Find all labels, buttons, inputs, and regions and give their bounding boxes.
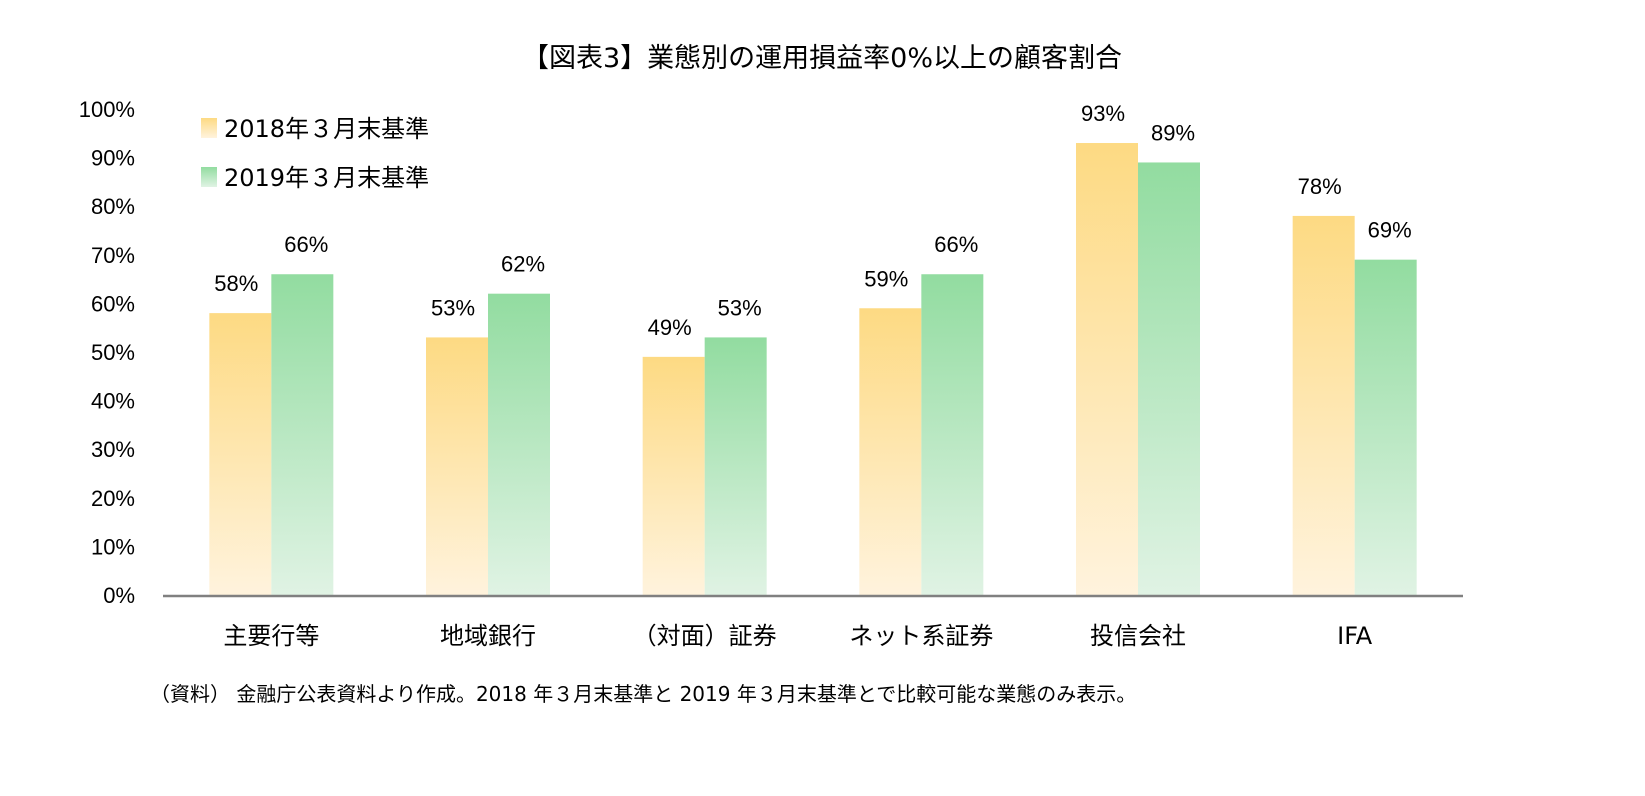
- x-category-label: IFA: [1337, 622, 1373, 650]
- data-label: 93%: [1081, 101, 1125, 126]
- legend-label-2019: 2019年３月末基準: [224, 164, 429, 192]
- data-label: 53%: [718, 295, 762, 320]
- bars: [209, 143, 1417, 596]
- bar-2018-5: [1292, 215, 1355, 596]
- legend: 2018年３月末基準 2019年３月末基準: [201, 115, 429, 192]
- y-tick-label: 100%: [79, 97, 135, 122]
- bar-2019-5: [1354, 259, 1417, 595]
- legend-swatch-2019: [201, 167, 217, 187]
- data-label: 62%: [501, 252, 545, 277]
- data-label: 69%: [1368, 218, 1412, 243]
- chart-title: 【図表3】業態別の運用損益率0%以上の顧客割合: [522, 43, 1122, 74]
- x-category-label: （対面）証券: [633, 622, 777, 650]
- bar-2018-3: [859, 308, 922, 595]
- bar-2019-3: [921, 274, 984, 595]
- y-tick-label: 30%: [91, 437, 135, 462]
- y-axis-ticks: 0% 10% 20% 30% 40% 50% 60% 70% 80% 90% 100%: [79, 97, 135, 608]
- bar-2019-4: [1138, 162, 1200, 595]
- bar-2018-2: [642, 356, 705, 595]
- y-tick-label: 80%: [91, 194, 135, 219]
- data-labels: 58% 66% 53% 62% 49% 53% 59% 66% 93% 89% 78% 69%: [214, 101, 1411, 340]
- y-tick-label: 0%: [103, 583, 135, 608]
- legend-swatch-2018: [201, 118, 217, 138]
- y-tick-label: 70%: [91, 243, 135, 268]
- source-note: （資料） 金融庁公表資料より作成。2018 年３月末基準と 2019 年３月末基…: [150, 682, 1136, 706]
- data-label: 66%: [284, 232, 328, 257]
- bar-2019-0: [271, 274, 334, 595]
- data-label: 53%: [431, 295, 475, 320]
- data-label: 59%: [864, 266, 908, 291]
- y-tick-label: 10%: [91, 534, 135, 559]
- data-label: 66%: [934, 232, 978, 257]
- data-label: 49%: [648, 315, 692, 340]
- y-tick-label: 40%: [91, 389, 135, 414]
- x-category-label: 主要行等: [223, 622, 319, 650]
- data-label: 89%: [1151, 120, 1195, 145]
- bar-2019-1: [488, 293, 550, 595]
- bar-2018-0: [209, 313, 272, 595]
- bar-2018-1: [426, 337, 488, 595]
- y-tick-label: 20%: [91, 486, 135, 511]
- bar-2019-2: [704, 337, 767, 595]
- x-category-label: ネット系証券: [849, 622, 993, 650]
- y-tick-label: 90%: [91, 146, 135, 171]
- y-tick-label: 50%: [91, 340, 135, 365]
- data-label: 78%: [1298, 174, 1342, 199]
- y-tick-label: 60%: [91, 291, 135, 316]
- bar-2018-4: [1076, 143, 1138, 595]
- legend-label-2018: 2018年３月末基準: [224, 115, 429, 143]
- x-category-label: 投信会社: [1090, 622, 1186, 650]
- x-category-label: 地域銀行: [440, 622, 536, 650]
- data-label: 58%: [214, 271, 258, 296]
- x-axis-categories: 主要行等 地域銀行 （対面）証券 ネット系証券 投信会社 IFA: [223, 622, 1372, 650]
